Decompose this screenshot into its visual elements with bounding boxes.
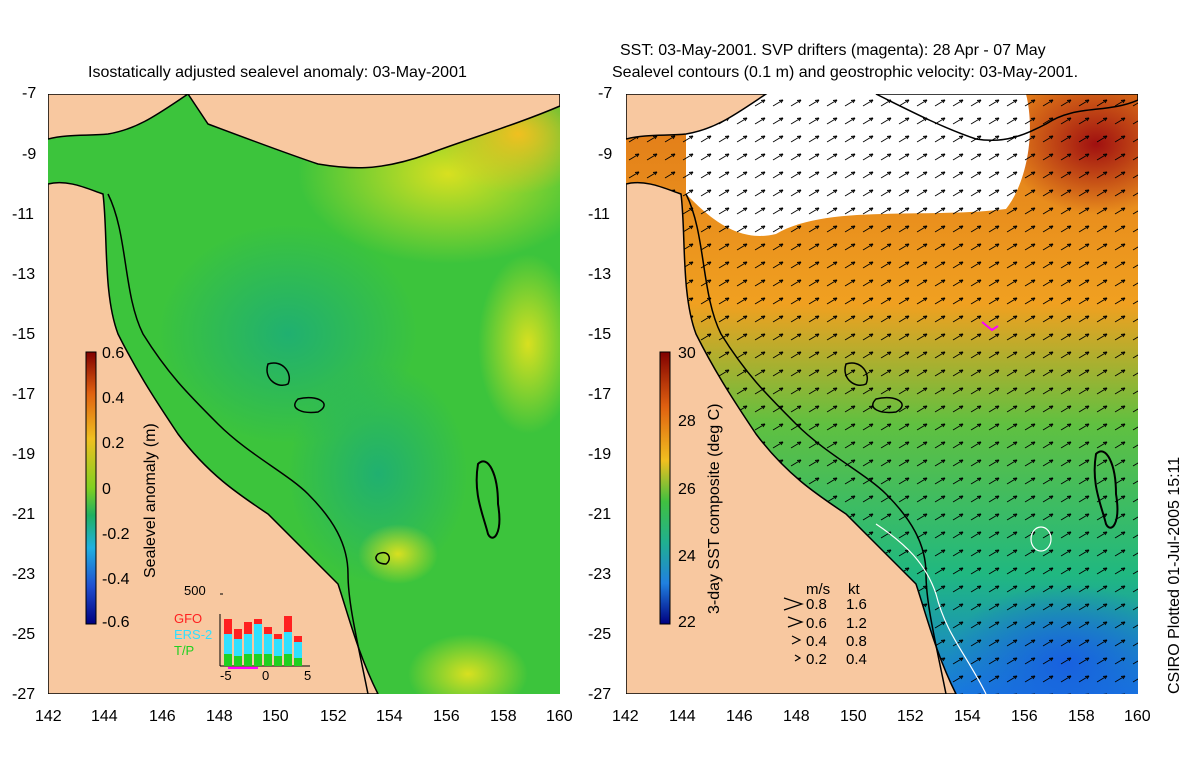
y-tick: -9 (598, 146, 613, 163)
x-tick: 156 (1011, 708, 1038, 725)
x-tick: 146 (726, 708, 753, 725)
x-tick: 160 (546, 708, 573, 725)
y-tick: -25 (588, 626, 612, 643)
y-tick: -21 (12, 506, 36, 523)
x-tick: 144 (91, 708, 118, 725)
legend-ms: 0.8 (806, 596, 827, 613)
y-tick: -23 (12, 566, 36, 583)
y-tick: -9 (22, 146, 37, 163)
plot-credit: CSIRO Plotted 01-Jul-2005 15:11 (1166, 456, 1183, 694)
x-tick: 160 (1124, 708, 1151, 725)
colorbar-label: 3-day SST composite (deg C) (706, 403, 723, 614)
colorbar-tick: 0.6 (102, 345, 125, 362)
x-tick: 144 (669, 708, 696, 725)
x-tick: 156 (433, 708, 460, 725)
y-tick: -7 (598, 85, 613, 102)
y-tick: -19 (12, 446, 36, 463)
satellite-ers2: ERS-2 (174, 627, 213, 642)
legend-kt: 1.6 (846, 596, 867, 613)
y-tick: -27 (12, 686, 36, 703)
colorbar-tick: 0 (102, 481, 111, 498)
histogram-x-tick: -5 (220, 668, 232, 683)
y-tick: -15 (588, 326, 612, 343)
x-tick: 148 (206, 708, 233, 725)
satellite-histogram (219, 593, 310, 669)
x-tick: 150 (262, 708, 289, 725)
x-tick: 142 (35, 708, 62, 725)
colorbar-label: Sealevel anomaly (m) (142, 423, 159, 578)
histogram-x-tick: 0 (262, 668, 270, 683)
x-tick: 152 (320, 708, 347, 725)
y-tick: -7 (22, 85, 37, 102)
legend-header-kt: kt (848, 581, 860, 598)
sealevel-anomaly-map (48, 94, 560, 694)
x-tick: 154 (376, 708, 403, 725)
y-tick: -17 (588, 386, 612, 403)
x-tick: 142 (612, 708, 639, 725)
legend-header-ms: m/s (806, 581, 831, 598)
colorbar-tick: 30 (678, 345, 696, 362)
histogram-x-tick: 5 (304, 668, 312, 683)
y-tick: -13 (588, 266, 612, 283)
y-tick: -21 (588, 506, 612, 523)
x-tick: 150 (840, 708, 867, 725)
colorbar-tick: 26 (678, 481, 696, 498)
x-tick: 152 (897, 708, 924, 725)
colorbar-tick: 22 (678, 614, 696, 631)
satellite-gfo: GFO (174, 611, 203, 626)
x-tick: 154 (954, 708, 981, 725)
x-tick: 158 (1068, 708, 1095, 725)
right-map-title-line2: Sealevel contours (0.1 m) and geostrophi… (612, 64, 1079, 81)
histogram-ymax: 500 (184, 583, 206, 598)
y-tick: -27 (588, 686, 612, 703)
x-tick: 148 (783, 708, 810, 725)
colorbar-tick: 24 (678, 548, 696, 565)
y-tick: -15 (12, 326, 36, 343)
colorbar-tick: -0.4 (102, 571, 130, 588)
legend-ms: 0.2 (806, 651, 827, 668)
y-tick: -11 (12, 206, 34, 223)
y-tick: -17 (12, 386, 36, 403)
x-tick: 146 (149, 708, 176, 725)
legend-ms: 0.6 (806, 615, 827, 632)
velocity-legend-arrows (783, 597, 804, 662)
x-tick: 158 (490, 708, 517, 725)
y-tick: -13 (12, 266, 36, 283)
satellite-tp: T/P (174, 643, 195, 658)
legend-ms: 0.4 (806, 633, 827, 650)
colorbar-tick: -0.6 (102, 614, 130, 631)
colorbar-tick: 0.2 (102, 435, 125, 452)
left-map-title: Isostatically adjusted sealevel anomaly:… (88, 64, 467, 81)
colorbar-tick: 0.4 (102, 390, 125, 407)
y-tick: -11 (588, 206, 610, 223)
colorbar-tick: 28 (678, 413, 696, 430)
colorbar-tick: -0.2 (102, 526, 130, 543)
sst-velocity-map (626, 94, 1138, 694)
right-map-title-line1: SST: 03-May-2001. SVP drifters (magenta)… (620, 42, 1046, 59)
legend-kt: 0.8 (846, 633, 867, 650)
y-tick: -25 (12, 626, 36, 643)
y-tick: -19 (588, 446, 612, 463)
legend-kt: 1.2 (846, 615, 867, 632)
y-tick: -23 (588, 566, 612, 583)
legend-kt: 0.4 (846, 651, 867, 668)
